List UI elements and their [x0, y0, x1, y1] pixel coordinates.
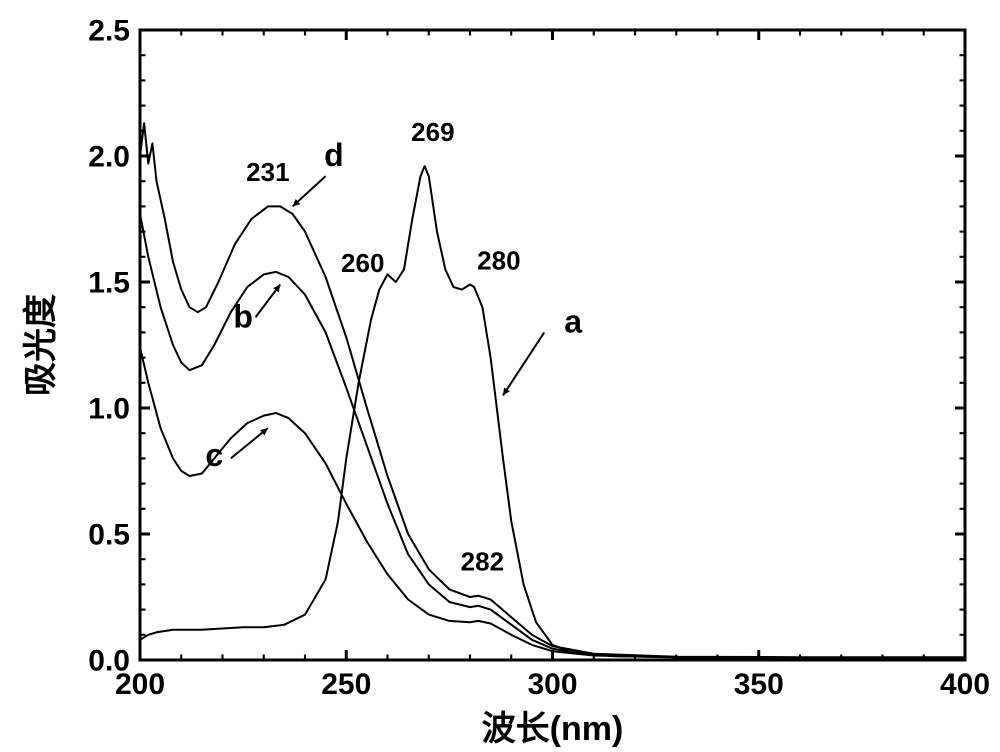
y-tick-label: 2.5 [88, 15, 130, 48]
series-label-d: d [324, 137, 344, 173]
series-d [140, 123, 965, 657]
y-tick-label: 1.5 [88, 267, 130, 300]
peak-label: 260 [341, 248, 384, 278]
chart-container: 2002503003504000.00.51.01.52.02.5波长(nm)吸… [0, 0, 1000, 752]
peak-label: 282 [461, 547, 504, 577]
series-label-b: b [233, 298, 253, 334]
plot-frame [140, 30, 965, 660]
y-axis-label: 吸光度 [22, 294, 60, 396]
chart-svg: 2002503003504000.00.51.01.52.02.5波长(nm)吸… [0, 0, 1000, 752]
y-tick-label: 1.0 [88, 393, 130, 426]
series-label-a: a [564, 303, 582, 339]
x-tick-label: 350 [734, 668, 784, 701]
x-axis-label: 波长(nm) [482, 710, 624, 748]
series-b [140, 214, 965, 658]
series-a [140, 166, 965, 657]
arrow-line [503, 332, 544, 395]
y-tick-label: 0.0 [88, 645, 130, 678]
y-tick-label: 0.5 [88, 519, 130, 552]
peak-label: 231 [246, 157, 289, 187]
x-tick-label: 300 [527, 668, 577, 701]
series-c [140, 348, 965, 659]
peak-label: 269 [411, 117, 454, 147]
x-tick-label: 250 [321, 668, 371, 701]
y-tick-label: 2.0 [88, 141, 130, 174]
x-tick-label: 400 [940, 668, 990, 701]
series-label-c: c [205, 437, 223, 473]
peak-label: 280 [477, 245, 520, 275]
